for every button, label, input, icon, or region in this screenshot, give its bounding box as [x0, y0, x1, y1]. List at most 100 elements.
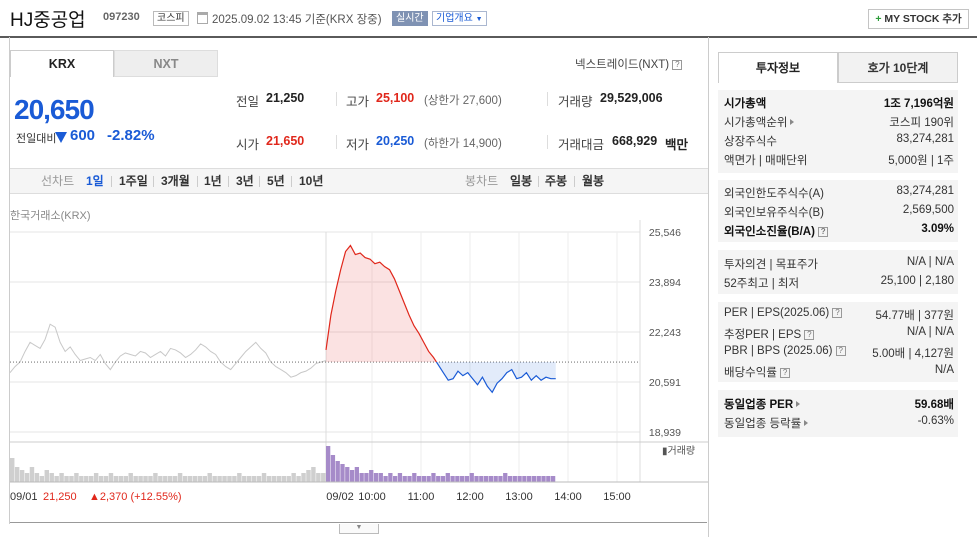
volume-bar [153, 473, 158, 482]
period-divider [197, 176, 198, 187]
help-icon[interactable]: ? [832, 308, 843, 318]
realtime-badge[interactable]: 실시간 [392, 11, 428, 26]
volume-bar [479, 476, 484, 482]
volume-bar [541, 476, 546, 482]
help-icon[interactable]: ? [780, 368, 791, 378]
volume-bar [54, 476, 59, 482]
volume-bar [296, 476, 301, 482]
help-icon[interactable]: ? [804, 330, 815, 340]
volume-bar [460, 476, 465, 482]
info-key: 외국인보유주식수(B) [724, 207, 824, 219]
period-1y[interactable]: 1년 [204, 174, 222, 188]
chart-bottom-border [10, 522, 707, 523]
candle-daily[interactable]: 일봉 [510, 174, 533, 188]
volume-bar [369, 470, 374, 482]
candle-monthly[interactable]: 월봉 [582, 174, 605, 188]
help-icon[interactable]: ? [835, 346, 846, 356]
volume-bar [14, 467, 20, 482]
tab-krx[interactable]: KRX [10, 50, 114, 77]
volume-bar [172, 476, 178, 482]
datetime-value: 2025.09.02 13:45 [212, 14, 302, 26]
volume-bar [163, 476, 168, 482]
stat-divider [547, 92, 548, 106]
volume-bar [550, 476, 556, 482]
info-row-marketcap-rank[interactable]: 시가총액순위 코스피 190위 [724, 114, 954, 133]
info-group-marketcap [718, 90, 958, 173]
info-key: 추정PER | EPS [724, 329, 802, 341]
volume-bar [378, 473, 383, 482]
volume-bar [232, 476, 237, 482]
chart-source-label: 한국거래소(KRX) [10, 210, 91, 222]
volume-bar [536, 476, 541, 482]
volume-bar [455, 476, 460, 482]
period-10y[interactable]: 10년 [299, 174, 324, 188]
period-1d[interactable]: 1일 [86, 174, 104, 188]
company-overview-label: 기업개요 [436, 13, 473, 24]
volume-bar [197, 476, 203, 482]
candle-weekly[interactable]: 주봉 [545, 174, 568, 188]
info-row-industry-change[interactable]: 동일업종 등락률 -0.63% [724, 415, 954, 434]
info-row-industry-per[interactable]: 동일업종 PER 59.68배 [724, 396, 954, 415]
info-value: N/A [934, 364, 954, 376]
caret-right-icon [796, 401, 801, 407]
volume-bar [276, 476, 282, 482]
add-my-stock-button[interactable]: + MY STOCK 추가 [868, 9, 969, 29]
volume-bar [212, 476, 217, 482]
low-label: 저가 [346, 138, 370, 152]
volume-bar [251, 476, 257, 482]
info-value: 83,274,281 [896, 185, 954, 197]
current-price: 20,650 [14, 94, 95, 125]
datetime: 2025.09.02 13:45 기준(KRX 장중) [212, 11, 382, 27]
main-frame-left [9, 37, 10, 524]
volume-bar [354, 467, 360, 482]
low-value: 20,250 [376, 134, 415, 148]
info-row-dividend: 배당수익률 ? N/A [724, 364, 954, 383]
volume-bar [89, 476, 94, 482]
volume-bar [522, 476, 527, 482]
volume-bar [330, 455, 336, 482]
period-1w[interactable]: 1주일 [119, 174, 148, 188]
nextrade-label: 넥스트레이드(NXT) [575, 59, 670, 71]
expand-chart-button[interactable]: ▼ [339, 524, 379, 534]
tab-investment-info[interactable]: 투자정보 [718, 52, 838, 83]
y-tick-label: 18,939 [649, 427, 681, 439]
period-3y[interactable]: 3년 [236, 174, 254, 188]
amount-label: 거래대금 [558, 138, 605, 152]
company-overview-dropdown[interactable]: 기업개요 ▼ [432, 11, 487, 26]
info-group-foreign [718, 180, 958, 242]
volume-bar [49, 473, 54, 482]
volume-bar [345, 467, 350, 482]
help-icon[interactable]: ? [672, 60, 683, 70]
tab-order-book[interactable]: 호가 10단계 [838, 52, 958, 83]
volume-bar [118, 476, 124, 482]
price-chart[interactable]: 25,546 23,894 22,243 20,591 18,939 ▮거래량 09/01 0… [10, 220, 708, 520]
high-label: 고가 [346, 95, 370, 109]
volume-bar [326, 446, 331, 482]
x-tick-label: 09/01 [10, 491, 38, 503]
period-divider [538, 176, 539, 187]
volume-bar [512, 476, 517, 482]
volume-bar [397, 473, 403, 482]
nextrade-link[interactable]: 넥스트레이드(NXT) ? [575, 56, 683, 72]
period-5y[interactable]: 5년 [267, 174, 285, 188]
volume-bar [335, 461, 340, 482]
info-value: N/A | N/A [906, 256, 954, 268]
info-key: PBR | BPS (2025.06) [724, 345, 833, 357]
volume-bar [138, 476, 143, 482]
info-value: 2,569,500 [902, 204, 954, 216]
volume-bar [383, 476, 388, 482]
volume-bar [431, 473, 436, 482]
info-value: N/A | N/A [906, 326, 954, 338]
volume-bar [266, 476, 272, 482]
x-tick-label: 10:00 [358, 491, 386, 503]
info-row-52week: 52주최고 | 최저 25,100 | 2,180 [724, 275, 954, 294]
volume-bar [217, 476, 222, 482]
volume-bar [531, 476, 537, 482]
lower-limit: (하한가 14,900) [424, 138, 502, 150]
tab-nxt[interactable]: NXT [114, 50, 218, 77]
period-3m[interactable]: 3개월 [161, 174, 190, 188]
period-divider [259, 176, 260, 187]
volume-bar [24, 473, 30, 482]
open-label: 시가 [236, 138, 260, 152]
help-icon[interactable]: ? [818, 227, 829, 237]
